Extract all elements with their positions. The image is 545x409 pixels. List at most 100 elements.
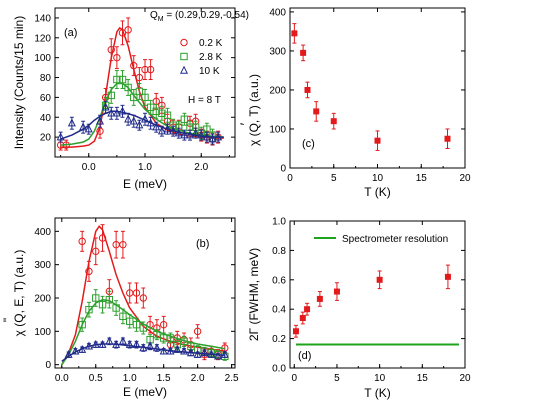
legend-marker-0.2-K (180, 38, 188, 47)
data-point-b (78, 320, 86, 329)
data-point-a (208, 134, 217, 143)
data-point-b (152, 343, 161, 352)
x-axis-label-d: T (K) (364, 386, 390, 400)
data-point-b (119, 240, 127, 249)
data-point-d (304, 306, 311, 313)
data-point-a (96, 127, 104, 135)
data-point-a (130, 61, 138, 70)
y-tick-label-c: 100 (269, 124, 286, 135)
data-point-a (157, 126, 166, 135)
data-point-a (169, 126, 178, 135)
data-point-a (180, 130, 189, 139)
legend-marker-2.8-K (180, 52, 188, 61)
x-tick-label-d: 15 (417, 373, 429, 384)
data-point-b (85, 267, 93, 276)
data-point-a (180, 115, 189, 123)
legend-marker-10-K (179, 65, 189, 74)
data-point-b (146, 341, 155, 350)
data-point-d (292, 328, 299, 335)
data-point-d (299, 315, 306, 322)
data-point-a (118, 75, 127, 84)
y-tick-label-d: 1.0 (272, 217, 286, 228)
y-tick-label-c: 300 (269, 46, 286, 57)
annotation-field: H = 8 T (188, 95, 221, 106)
data-point-a (158, 109, 166, 117)
data-point-a (214, 132, 223, 141)
data-point-a (113, 53, 121, 62)
y-tick-label-a: 80 (40, 73, 52, 84)
series-b-10-K (61, 336, 229, 362)
data-point-a (135, 87, 144, 96)
x-tick-label-a: 0.0 (82, 162, 96, 173)
x-tick-label-c: 15 (416, 173, 428, 184)
data-point-b (92, 294, 100, 302)
data-point-a (56, 132, 65, 141)
data-point-b (98, 234, 107, 242)
x-tick-label-c: 5 (331, 173, 337, 184)
data-point-b (159, 320, 168, 329)
panel-label-a: (a) (64, 27, 77, 39)
y-tick-label-d: 0.8 (272, 246, 286, 257)
data-point-b (91, 339, 100, 348)
panel-a: 0.0 1.0 2.0 20 40 60 80 100 120 140 (a) QM = (0.29,… (12, 7, 249, 191)
data-point-c (330, 118, 337, 125)
panel-b: 0.0 0.5 1.0 1.5 2.0 2.5 0 100 200 300 400 (b) E (meV… (1, 217, 239, 399)
data-point-a (118, 106, 127, 115)
data-point-b (105, 336, 114, 345)
data-point-d (444, 273, 451, 280)
data-point-a (141, 65, 149, 74)
data-point-a (135, 73, 144, 82)
data-point-b (139, 343, 148, 352)
data-point-a (191, 128, 200, 137)
data-point-a (107, 91, 115, 100)
data-point-d (333, 288, 340, 295)
data-point-a (67, 118, 76, 127)
data-point-a (146, 118, 155, 127)
data-point-a (146, 103, 155, 112)
data-point-b (64, 349, 73, 358)
data-point-a (112, 108, 121, 117)
series-d-data (292, 264, 451, 338)
data-point-b (132, 339, 141, 348)
y-axis-prime-b: " (1, 318, 15, 322)
x-axis-label-c: T (K) (364, 185, 390, 199)
plot-frame-b (54, 217, 236, 369)
data-point-a (130, 93, 138, 102)
legend-label-0.2-K: 0.2 K (199, 38, 223, 49)
x-tick-label-b: 1.0 (123, 373, 137, 384)
data-point-a (163, 111, 172, 119)
legend-label-2.8-K: 2.8 K (199, 52, 223, 63)
panel-label-d: (d) (298, 350, 311, 362)
data-point-b (214, 351, 223, 360)
y-tick-label-c: 200 (269, 85, 286, 96)
data-point-b (139, 324, 148, 332)
data-point-a (140, 114, 150, 123)
series-c-data (291, 23, 451, 151)
data-point-b (193, 349, 202, 358)
y-tick-label-a: 120 (34, 33, 51, 44)
data-point-a (84, 124, 93, 133)
y-axis-label-c: χ (Q, T) (a.u.) (247, 74, 261, 146)
y-tick-label-c: 0 (280, 164, 286, 175)
y-tick-label-a: 20 (40, 133, 52, 144)
y-axis-label-a: Intensity (Counts/15 min) (12, 16, 26, 149)
data-point-a (152, 107, 160, 116)
panel-label-b: (b) (196, 238, 209, 250)
legend-d: Spectrometer resolution (314, 234, 448, 245)
data-point-a (101, 102, 110, 111)
data-point-b (180, 346, 189, 355)
data-point-b (85, 305, 93, 314)
data-point-a (95, 116, 105, 125)
y-tick-label-b: 0 (45, 360, 51, 371)
data-point-b (186, 348, 195, 357)
data-point-b (84, 341, 93, 350)
x-tick-label-b: 0.5 (89, 373, 103, 384)
y-tick-label-b: 300 (34, 260, 51, 271)
x-tick-label-b: 1.5 (157, 373, 171, 384)
data-point-a (185, 130, 195, 139)
data-point-b (166, 346, 175, 355)
data-point-a (107, 108, 116, 117)
x-tick-label-d: 20 (459, 373, 471, 384)
data-point-d (376, 276, 383, 283)
